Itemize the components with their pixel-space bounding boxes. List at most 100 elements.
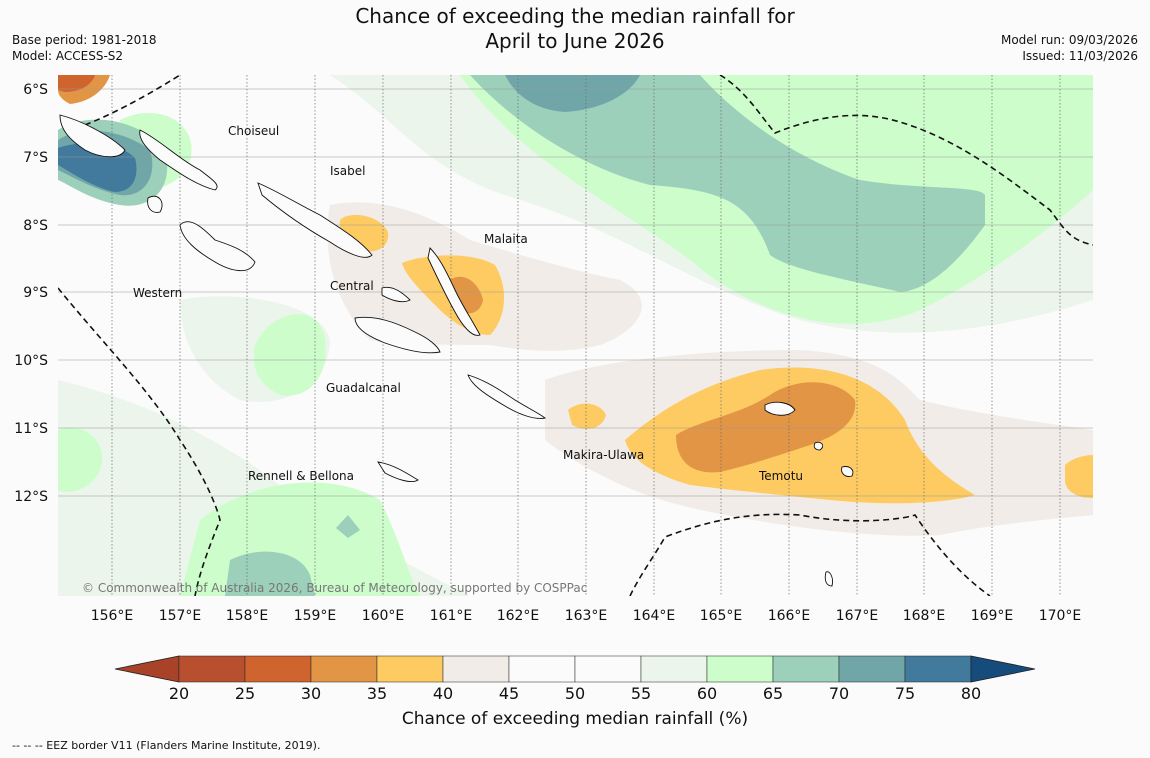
island-makira: [467, 374, 547, 419]
eez-north: [84, 75, 181, 126]
colorbar-tick: 25: [235, 684, 255, 703]
model-info: Base period: 1981-2018 Model: ACCESS-S2: [12, 32, 157, 64]
issued-date: Issued: 11/03/2026: [1022, 49, 1138, 63]
eez-borders: [58, 75, 1093, 596]
island-isabel: [257, 182, 373, 258]
island-guadalcanal: [354, 316, 441, 354]
island-florida: [381, 286, 411, 303]
colorbar-tick: 20: [169, 684, 189, 703]
latitude-gridlines: [58, 88, 1093, 497]
province-label-makira-ulawa: Makira-Ulawa: [563, 448, 644, 462]
contour-65-70-sw: [225, 551, 315, 596]
island-vella: [147, 195, 163, 213]
contour-60-65-central: [253, 314, 326, 396]
contour-60-65-edge: [58, 427, 102, 492]
lon-label: 165°E: [700, 608, 743, 624]
eez-west: [58, 287, 221, 596]
lat-label: 6°S: [23, 82, 48, 98]
province-label-choiseul: Choiseul: [228, 124, 279, 138]
colorbar-tick: 80: [961, 684, 981, 703]
lat-label: 7°S: [23, 150, 48, 166]
lat-label: 9°S: [23, 285, 48, 301]
lon-label: 167°E: [836, 608, 879, 624]
colorbar: [114, 655, 1036, 683]
longitude-labels: 156°E 157°E 158°E 159°E 160°E 161°E 162°…: [91, 608, 1082, 624]
colorbar-swatch: [376, 655, 444, 683]
lon-label: 160°E: [362, 608, 405, 624]
colorbar-tick: 70: [829, 684, 849, 703]
colorbar-label: Chance of exceeding median rainfall (%): [401, 709, 749, 729]
colorbar-tick: 40: [433, 684, 453, 703]
colorbar-high-arrow: [970, 655, 1036, 683]
lon-label: 169°E: [971, 608, 1014, 624]
island-santa-cruz: [764, 401, 796, 416]
colorbar-tick: 60: [697, 684, 717, 703]
island-vanikoro: [841, 466, 854, 477]
colorbar-low-arrow: [114, 655, 180, 683]
lat-label: 10°S: [14, 353, 48, 369]
contour-25-30-nw: [58, 75, 95, 92]
lon-label: 159°E: [294, 608, 337, 624]
lat-label: 11°S: [14, 421, 48, 437]
colorbar-swatch: [310, 655, 378, 683]
island-choiseul: [139, 129, 218, 191]
province-label-isabel: Isabel: [330, 164, 365, 178]
colorbar-tick: 55: [631, 684, 651, 703]
colorbar-swatch: [838, 655, 906, 683]
province-label-central: Central: [330, 279, 374, 293]
province-label-guadalcanal: Guadalcanal: [326, 381, 401, 395]
colorbar-swatch: [772, 655, 840, 683]
colorbar-tick: 35: [367, 684, 387, 703]
copyright-text: © Commonwealth of Australia 2026, Bureau…: [82, 581, 587, 595]
contour-35-40-makira: [568, 403, 606, 429]
lon-label: 161°E: [430, 608, 473, 624]
island-bougainville: [59, 114, 126, 158]
model-run: Model run: 09/03/2026: [1000, 33, 1138, 47]
contour-35-40-east: [1065, 455, 1093, 498]
province-label-temotu: Temotu: [758, 469, 803, 483]
province-label-malaita: Malaita: [484, 232, 528, 246]
island-new-georgia: [179, 221, 256, 272]
colorbar-tick: 75: [895, 684, 915, 703]
lon-label: 166°E: [768, 608, 811, 624]
lon-label: 168°E: [903, 608, 946, 624]
colorbar-swatch: [178, 655, 246, 683]
latitude-labels: 6°S 7°S 8°S 9°S 10°S 11°S 12°S: [14, 82, 48, 505]
colorbar-tick: 30: [301, 684, 321, 703]
lon-label: 163°E: [565, 608, 608, 624]
lat-label: 12°S: [14, 489, 48, 505]
eez-east: [719, 75, 1093, 246]
contour-70-75: [505, 75, 640, 112]
colorbar-swatch: [706, 655, 774, 683]
island-tikopia: [824, 571, 833, 587]
colorbar-swatch: [442, 655, 510, 683]
colorbar-tick: 65: [763, 684, 783, 703]
islands: [59, 114, 854, 587]
map-area: Choiseul Isabel Malaita Central Western …: [58, 75, 1093, 596]
base-period: Base period: 1981-2018: [12, 33, 157, 47]
model-name: Model: ACCESS-S2: [12, 49, 124, 63]
lon-label: 156°E: [91, 608, 134, 624]
title-line-1: Chance of exceeding the median rainfall …: [355, 4, 795, 28]
island-malaita: [427, 247, 481, 336]
province-label-western: Western: [133, 286, 182, 300]
colorbar-tick: 50: [565, 684, 585, 703]
colorbar-swatch: [574, 655, 642, 683]
island-utupua: [813, 441, 824, 451]
colorbar-swatch: [640, 655, 708, 683]
lon-label: 170°E: [1039, 608, 1082, 624]
lat-label: 8°S: [23, 218, 48, 234]
run-info: Model run: 09/03/2026 Issued: 11/03/2026: [1001, 32, 1138, 64]
lon-label: 157°E: [159, 608, 202, 624]
colorbar-swatch: [508, 655, 576, 683]
lon-label: 162°E: [497, 608, 540, 624]
island-rennell: [377, 461, 419, 483]
contour-65-70-spot: [336, 515, 360, 538]
contour-65-70: [470, 75, 985, 292]
province-label-rennell-bellona: Rennell & Bellona: [248, 469, 354, 483]
colorbar-swatch: [904, 655, 972, 683]
map-title: Chance of exceeding the median rainfall …: [0, 4, 1150, 54]
colorbar-tick: 45: [499, 684, 519, 703]
longitude-gridlines: [111, 75, 1061, 596]
